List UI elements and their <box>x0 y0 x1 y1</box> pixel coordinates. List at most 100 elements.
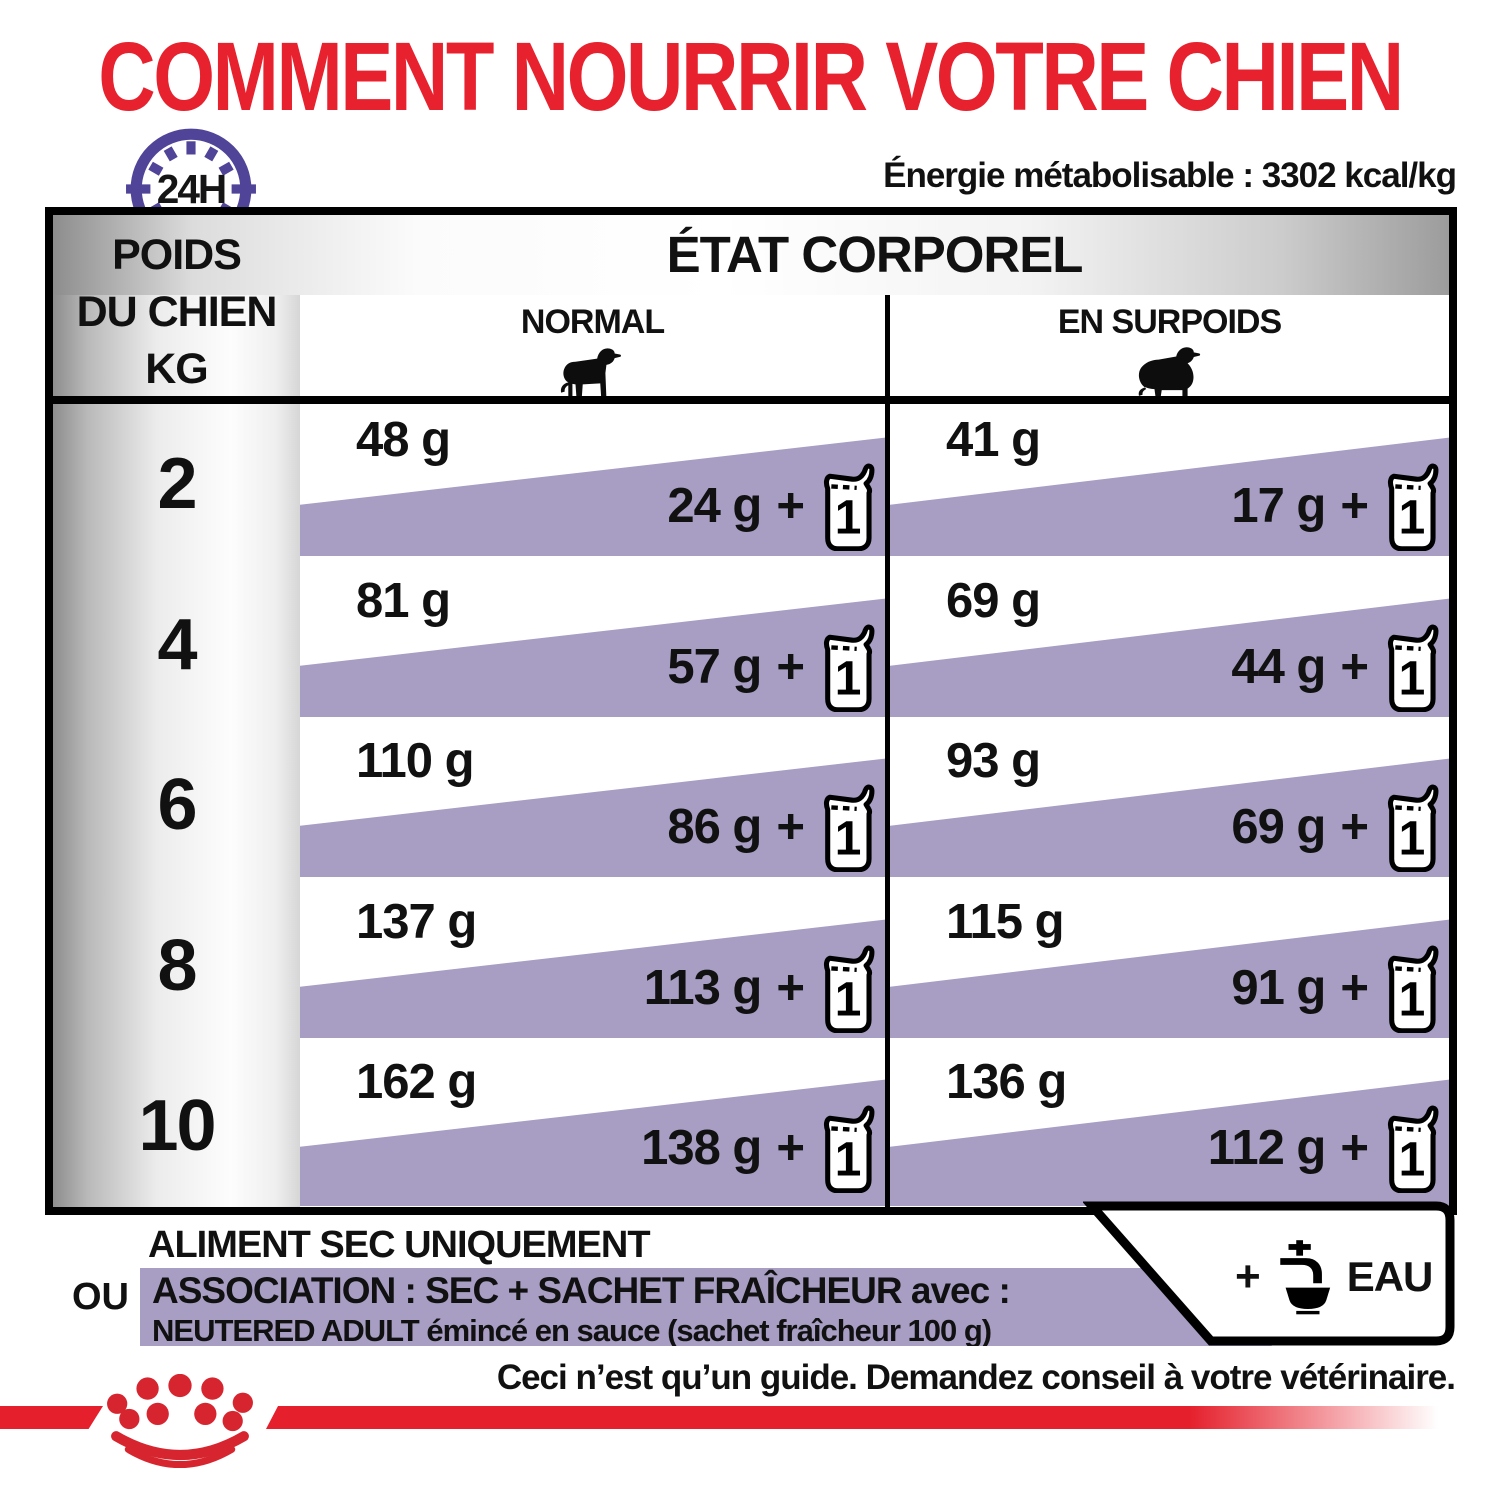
royal-canin-crown-logo <box>107 1374 253 1468</box>
weight-value: 8 <box>157 926 197 1006</box>
weight-header-line: POIDS <box>112 231 242 279</box>
header-divider <box>53 396 1449 404</box>
combo-amount: 24 g + <box>667 460 877 552</box>
column-divider <box>885 295 890 1207</box>
plus-sign: + <box>1340 800 1369 854</box>
vet-advice-note: Ceci n’est qu’un guide. Demandez conseil… <box>496 1358 1456 1397</box>
plus-sign: + <box>776 1121 805 1175</box>
dry-amount: 136 g <box>946 1055 1067 1109</box>
or-label: OU <box>72 1276 129 1318</box>
dry-only-label: ALIMENT SEC UNIQUEMENT <box>148 1224 651 1266</box>
plus-sign: + <box>776 479 805 533</box>
combo-amount: 17 g + <box>1231 460 1441 552</box>
pouch-icon <box>819 621 877 713</box>
dry-amount: 41 g <box>946 413 1041 467</box>
combo-value: 86 g <box>667 800 762 854</box>
dry-amount: 137 g <box>356 895 477 949</box>
dry-amount: 48 g <box>356 413 451 467</box>
cell-overweight: 136 g 112 g + <box>890 1046 1449 1206</box>
combo-amount: 112 g + <box>1208 1102 1441 1194</box>
water-label: EAU <box>1346 1253 1434 1300</box>
condition-header-band <box>53 215 1449 295</box>
normal-dog-icon <box>560 348 621 399</box>
cell-normal: 48 g 24 g + <box>300 404 885 564</box>
brand-stripe-right <box>266 1406 1450 1429</box>
cell-normal: 81 g 57 g + <box>300 565 885 725</box>
plus-sign: + <box>1340 1121 1369 1175</box>
cell-overweight: 115 g 91 g + <box>890 886 1449 1046</box>
page-title: COMMENT NOURRIR VOTRE CHIEN <box>98 22 1404 131</box>
dry-amount: 81 g <box>356 574 451 628</box>
energy-info: Énergie métabolisable : 3302 kcal/kg <box>883 156 1457 195</box>
combo-value: 112 g <box>1207 1121 1327 1175</box>
combo-option-band: ASSOCIATION : SEC + SACHET FRAÎCHEUR ave… <box>140 1268 1272 1346</box>
weight-column-background <box>53 215 300 1207</box>
weight-header-line: KG <box>145 345 209 393</box>
weight-header-line: DU CHIEN <box>76 288 278 336</box>
dry-amount: 110 g <box>356 734 475 788</box>
pouch-icon <box>1383 942 1441 1034</box>
plus-sign: + <box>776 640 805 694</box>
dry-amount: 69 g <box>946 574 1041 628</box>
combo-amount: 113 g + <box>644 942 877 1034</box>
combo-amount: 91 g + <box>1231 942 1441 1034</box>
column-normal-label: NORMAL <box>520 303 665 341</box>
table-row: 4 81 g 57 g + 69 g 44 g + <box>53 565 1449 725</box>
plus-sign: + <box>1340 640 1369 694</box>
dry-amount: 93 g <box>946 734 1041 788</box>
plus-sign: + <box>776 961 805 1015</box>
combo-amount: 69 g + <box>1231 781 1441 873</box>
cell-overweight: 93 g 69 g + <box>890 725 1449 885</box>
pouch-icon <box>819 942 877 1034</box>
plus-sign: + <box>1340 961 1369 1015</box>
water-callout-box <box>1083 1201 1455 1346</box>
pouch-icon <box>1383 1102 1441 1194</box>
combo-value: 57 g <box>667 640 762 694</box>
combo-value: 17 g <box>1231 479 1326 533</box>
cell-normal: 137 g 113 g + <box>300 886 885 1046</box>
cell-overweight: 41 g 17 g + <box>890 404 1449 564</box>
table-row: 10 162 g 138 g + 136 g 112 g + <box>53 1046 1449 1206</box>
water-callout-content: + EAU <box>1235 1232 1455 1322</box>
plus-sign: + <box>776 800 805 854</box>
combo-amount: 44 g + <box>1231 621 1441 713</box>
table-row: 8 137 g 113 g + 115 g 91 g + <box>53 886 1449 1046</box>
condition-header: ÉTAT CORPOREL <box>666 226 1084 283</box>
brand-stripe-left <box>0 1406 103 1429</box>
weight-header: POIDS DU CHIEN KG <box>53 227 300 398</box>
overweight-dog-icon <box>1138 347 1201 397</box>
combo-value: 138 g <box>641 1121 762 1175</box>
combo-option-detail: NEUTERED ADULT émincé en sauce (sachet f… <box>152 1313 992 1348</box>
clock-label: 24H <box>157 166 225 212</box>
combo-value: 113 g <box>643 961 763 1015</box>
weight-value: 4 <box>157 605 197 685</box>
combo-amount: 57 g + <box>667 621 877 713</box>
dry-amount: 115 g <box>946 895 1065 949</box>
cell-overweight: 69 g 44 g + <box>890 565 1449 725</box>
combo-value: 91 g <box>1231 961 1326 1015</box>
combo-option-title: ASSOCIATION : SEC + SACHET FRAÎCHEUR ave… <box>152 1270 1011 1311</box>
pouch-icon <box>1383 621 1441 713</box>
water-tap-icon <box>1277 1240 1330 1315</box>
column-overweight-label: EN SURPOIDS <box>1057 303 1282 341</box>
pouch-icon <box>819 460 877 552</box>
pouch-icon <box>1383 460 1441 552</box>
table-row: 2 48 g 24 g + 41 g 17 g + <box>53 404 1449 564</box>
pouch-icon <box>1383 781 1441 873</box>
combo-amount: 86 g + <box>667 781 877 873</box>
combo-value: 69 g <box>1231 800 1326 854</box>
weight-value: 6 <box>157 765 197 845</box>
table-row: 6 110 g 86 g + 93 g 69 g + <box>53 725 1449 885</box>
plus-sign: + <box>1340 479 1369 533</box>
water-plus-sign: + <box>1235 1252 1261 1301</box>
cell-normal: 110 g 86 g + <box>300 725 885 885</box>
dry-amount: 162 g <box>356 1055 477 1109</box>
combo-amount: 138 g + <box>641 1102 877 1194</box>
weight-value: 2 <box>157 444 197 524</box>
combo-value: 44 g <box>1231 640 1326 694</box>
pouch-icon <box>819 1102 877 1194</box>
pouch-icon <box>819 781 877 873</box>
weight-value: 10 <box>138 1086 216 1166</box>
combo-value: 24 g <box>667 479 762 533</box>
